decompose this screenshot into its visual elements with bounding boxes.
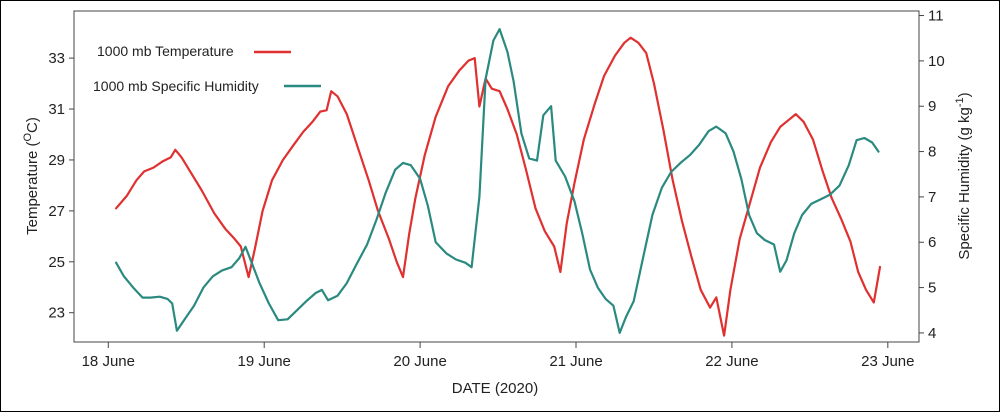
y-right-tick-label: 7 <box>928 189 936 206</box>
plot-area <box>73 10 920 343</box>
humidity-series-line <box>115 28 880 334</box>
y-right-tick-label: 10 <box>928 53 945 70</box>
y-left-tick-label: 25 <box>48 254 65 271</box>
y-right-tick-label: 8 <box>928 144 936 161</box>
y-left-title-text: Temperature ( <box>24 142 41 235</box>
y-right-tick-label: 4 <box>928 325 936 342</box>
y-left-tick-label: 29 <box>48 152 65 169</box>
x-tick-label: 20 June <box>393 353 446 370</box>
y-right-tick-label: 9 <box>928 98 936 115</box>
x-tick-label: 19 June <box>238 353 291 370</box>
y-right-axis-title: Specific Humidity (g kg-1) <box>954 92 973 259</box>
y-left-axis-title: Temperature (OC) <box>22 117 41 235</box>
x-tick-label: 23 June <box>861 353 914 370</box>
y-right-tick-label: 6 <box>928 234 936 251</box>
x-tick-label: 18 June <box>82 353 135 370</box>
x-tick-label: 21 June <box>549 353 602 370</box>
x-axis-title: DATE (2020) <box>452 380 538 397</box>
y-left-tick-label: 27 <box>48 203 65 220</box>
temperature-series-line <box>115 36 882 337</box>
x-tick-label: 22 June <box>705 353 758 370</box>
legend: 1000 mb Temperature 1000 mb Specific Hum… <box>93 43 321 94</box>
y-right-tick-label: 5 <box>928 280 936 297</box>
legend-label-humidity: 1000 mb Specific Humidity <box>93 78 259 94</box>
y-left-tick-label: 31 <box>48 101 65 118</box>
y-left-tick-label: 23 <box>48 305 65 322</box>
y-right-tick-label: 11 <box>928 8 944 25</box>
y-right-title-text: Specific Humidity (g kg <box>956 107 973 260</box>
y-left-title-superscript: O <box>22 133 34 142</box>
y-left-tick-label: 33 <box>48 50 65 67</box>
legend-label-temperature: 1000 mb Temperature <box>97 43 234 59</box>
y-left-title-suffix: C) <box>24 117 41 133</box>
y-right-title-superscript: -1 <box>954 97 966 107</box>
y-right-title-suffix: ) <box>956 92 973 97</box>
